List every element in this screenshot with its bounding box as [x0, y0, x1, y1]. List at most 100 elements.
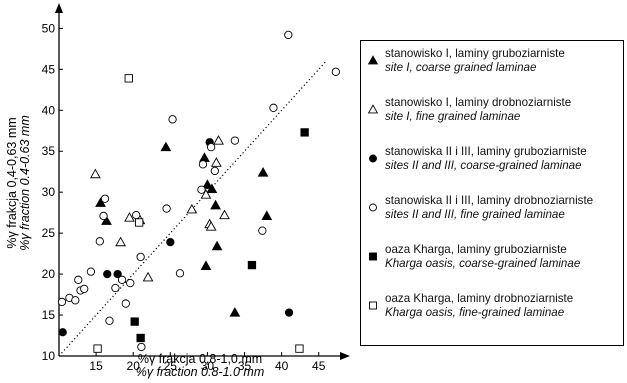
data-point-circle-open	[210, 166, 219, 176]
data-point-triangle-filled	[160, 141, 172, 152]
data-point-triangle-open	[210, 157, 222, 167]
axis-labels: %γ frakcja 0,8-1,0 mm%γ fraction 0.8-1.0…	[5, 115, 264, 379]
data-point-triangle-filled	[200, 260, 212, 270]
chart-axes: 15 20 25 30 35 40 45 10 15 20 25 30 35 40 45 50	[42, 3, 350, 373]
data-point-circle-open	[111, 283, 120, 293]
data-point-square-open	[134, 218, 144, 227]
legend-marker-shape	[369, 301, 377, 310]
data-point-circle-filled	[103, 269, 112, 279]
data-point-triangle-filled	[211, 240, 223, 251]
legend-label-en: sites II and III, fine grained laminae	[385, 208, 565, 221]
data-point-circle-open	[136, 252, 145, 262]
x-tick-label: 25	[164, 359, 178, 373]
legend-label: oaza Kharga, laminy gruboziarniste Kharga…	[385, 243, 580, 271]
y-tick-label: 30	[42, 185, 56, 199]
data-point-circle-open	[230, 136, 240, 145]
legend-label-pl: stanowiska II i III, laminy drobnoziarni…	[385, 194, 594, 207]
data-point-triangle-open	[186, 203, 198, 214]
legend-marker-shape	[369, 154, 377, 163]
data-point-circle-filled	[58, 328, 67, 337]
reference-line-dotted	[58, 60, 327, 357]
legend-marker-square-open	[369, 301, 377, 310]
data-point-circle-open	[57, 297, 67, 307]
x-axis-arrow	[340, 352, 350, 360]
data-point-circle-open	[137, 342, 146, 352]
data-point-circle-open	[162, 204, 171, 213]
data-points	[57, 30, 340, 353]
data-point-triangle-filled	[199, 152, 210, 162]
legend-item: oaza Kharga, laminy gruboziarniste Kharga…	[367, 243, 621, 287]
x-tick-label: 40	[275, 359, 289, 373]
data-point-circle-open	[206, 142, 216, 152]
data-point-circle-open	[105, 316, 114, 325]
data-point-square-filled	[247, 260, 257, 270]
data-point-circle-open	[74, 275, 83, 284]
data-point-triangle-filled	[206, 183, 218, 193]
scatter-chart: 15 20 25 30 35 40 45 10 15 20 25 30 35 40 45 50 %γ frak…	[5, 3, 350, 379]
legend-label-pl: stanowiska II i III, laminy gruboziarnis…	[385, 145, 587, 158]
legend-marker-shape	[367, 55, 379, 65]
data-point-circle-open	[258, 226, 267, 235]
data-point-circle-open	[100, 194, 110, 203]
data-point-circle-filled	[166, 238, 175, 247]
data-point-triangle-filled	[101, 215, 112, 225]
legend-marker-circle-open	[369, 203, 377, 212]
x-tick-label: 30	[201, 359, 215, 373]
y-tick-label: 45	[42, 62, 56, 76]
y-tick-label: 50	[42, 21, 56, 35]
x-axis-title: %γ frakcja 0,8-1,0 mm	[138, 352, 262, 366]
y-tick-label: 15	[42, 308, 56, 322]
legend-label-en: Kharga oasis, coarse-grained laminae	[385, 257, 581, 270]
data-point-triangle-open	[213, 135, 224, 145]
data-point-circle-open	[175, 269, 185, 278]
y-axis-arrow	[55, 3, 63, 13]
data-point-circle-open	[95, 237, 104, 246]
legend-marker-shape	[367, 104, 379, 114]
data-point-triangle-filled	[210, 199, 221, 210]
y-tick-label: 10	[42, 349, 56, 363]
legend-label-en: site I, coarse grained laminae	[385, 61, 537, 74]
x-tick-label: 35	[238, 359, 252, 373]
data-point-circle-open	[198, 160, 208, 169]
data-point-circle-open	[132, 210, 141, 220]
legend-marker-triangle-filled	[367, 55, 379, 65]
legend-item: stanowisko I, laminy gruboziarniste site …	[367, 47, 621, 91]
data-point-triangle-filled	[202, 179, 213, 189]
data-point-triangle-open	[219, 209, 230, 220]
legend-item: stanowiska II i III, laminy gruboziarnis…	[367, 145, 621, 189]
legend-item: stanowisko I, laminy drobnoziarniste site…	[367, 96, 621, 140]
data-point-circle-open	[197, 185, 206, 194]
data-point-square-filled	[136, 333, 145, 343]
legend-marker-shape	[369, 203, 377, 212]
legend-label: oaza Kharga, laminy drobnoziarniste Kharg…	[385, 292, 573, 320]
legend-label: stanowiska II i III, laminy drobnoziarni…	[385, 194, 593, 222]
x-axis-title-en: %γ fraction 0.8-1.0 mm	[136, 365, 265, 379]
data-point-triangle-open	[124, 212, 135, 222]
data-point-triangle-open	[115, 236, 126, 247]
legend-marker-shape	[369, 252, 377, 261]
legend: stanowisko I, laminy gruboziarniste site …	[360, 40, 624, 346]
y-tick-label: 25	[42, 226, 56, 240]
y-axis-title-en: %γ fraction 0.4-0.63 mm	[18, 115, 32, 250]
y-tick-label: 20	[42, 267, 56, 281]
legend-label-pl: stanowisko I, laminy gruboziarniste	[385, 47, 565, 60]
y-tick-label: 35	[42, 144, 56, 158]
legend-label: stanowiska II i III, laminy gruboziarnis…	[385, 145, 587, 173]
data-point-circle-open	[71, 296, 80, 305]
data-point-circle-open	[80, 284, 89, 293]
data-point-triangle-open	[142, 271, 154, 282]
data-point-circle-open	[117, 275, 127, 284]
x-tick-label: 15	[89, 359, 103, 373]
data-point-circle-open	[121, 299, 130, 308]
data-point-circle-open	[99, 211, 108, 221]
data-point-triangle-filled	[257, 167, 269, 177]
y-tick-label: 40	[42, 103, 56, 117]
data-point-circle-open	[126, 278, 135, 288]
data-point-circle-filled	[284, 308, 294, 317]
legend-label-en: Kharga oasis, fine-grained laminae	[385, 306, 565, 319]
data-point-triangle-open	[89, 168, 101, 179]
legend-label-pl: stanowisko I, laminy drobnoziarniste	[385, 96, 572, 109]
data-point-circle-open	[168, 115, 177, 124]
data-point-triangle-filled	[95, 197, 106, 207]
legend-item: oaza Kharga, laminy drobnoziarniste Kharg…	[367, 292, 621, 336]
